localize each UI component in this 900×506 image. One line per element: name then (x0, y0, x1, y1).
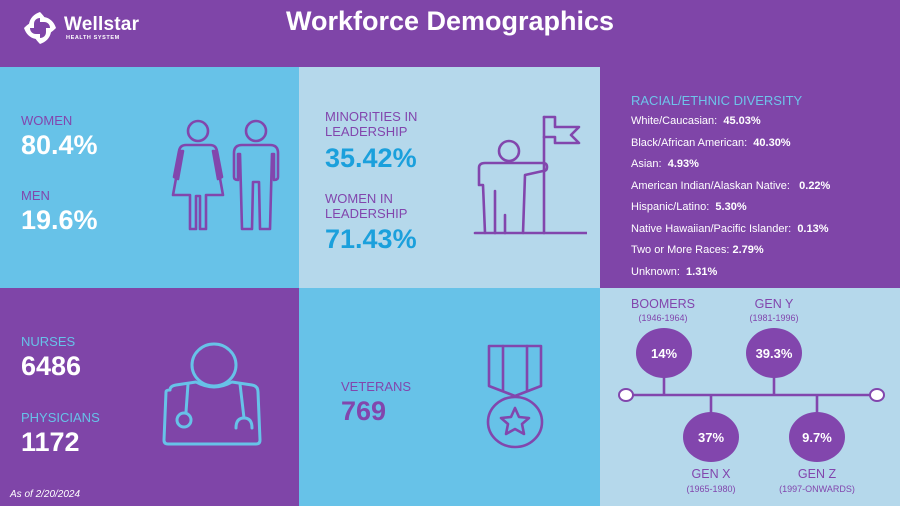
gen-z-name: GEN Z (797, 467, 837, 481)
gen-y-bubble: 39.3% (746, 328, 802, 378)
logo-subtitle: HEALTH SYSTEM (66, 35, 120, 41)
gen-z-range: (1997-ONWARDS) (779, 484, 855, 494)
leadership-tile: MINORITIES IN LEADERSHIP 35.42% WOMEN IN… (299, 67, 600, 288)
diversity-item: Hispanic/Latino: 5.30% (631, 201, 747, 213)
diversity-list: White/Caucasian: 45.03% Black/African Am… (631, 114, 830, 286)
gen-y-range: (1981-1996) (749, 313, 799, 323)
gen-boomers-range: (1946-1964) (638, 313, 688, 323)
minorities-leadership-label-1: MINORITIES IN (325, 109, 418, 124)
men-value: 19.6% (21, 205, 98, 235)
diversity-item: Black/African American: 40.30% (631, 136, 791, 149)
gen-x-name: GEN X (691, 467, 731, 481)
minorities-leadership-value: 35.42% (325, 143, 417, 173)
gen-z-bubble: 9.7% (789, 412, 845, 462)
as-of-date: As of 2/20/2024 (10, 489, 81, 500)
gen-boomers-bubble: 14% (636, 328, 692, 378)
wellstar-logo: Wellstar HEALTH SYSTEM (22, 10, 139, 46)
logo-name: Wellstar (64, 14, 140, 35)
veterans-tile: VETERANS 769 (299, 288, 600, 506)
diversity-item: Native Hawaiian/Pacific Islander: 0.13% (631, 222, 829, 235)
gen-x-range: (1965-1980) (686, 484, 736, 494)
gen-y-name: GEN Y (754, 297, 794, 311)
gen-boomers-name: BOOMERS (631, 297, 695, 311)
doctor-stethoscope-icon (162, 342, 262, 446)
women-leadership-value: 71.43% (325, 224, 417, 254)
veterans-label: VETERANS (341, 379, 412, 394)
diversity-item: White/Caucasian: 45.03% (631, 115, 761, 127)
generation-timeline (618, 376, 885, 414)
veterans-value: 769 (341, 396, 387, 426)
leader-flag-icon (473, 115, 587, 235)
gen-x-bubble: 37% (683, 412, 739, 462)
diversity-tile: RACIAL/ETHNIC DIVERSITY White/Caucasian:… (600, 67, 900, 288)
women-label: WOMEN (21, 113, 73, 128)
physicians-value: 1172 (21, 427, 80, 457)
women-value: 80.4% (21, 130, 98, 160)
wellstar-logo-icon (24, 12, 56, 44)
generations-tile: BOOMERS (1946-1964) 14% GEN Y (1981-1996… (600, 288, 900, 506)
page-title: Workforce Demographics (285, 6, 615, 36)
physicians-label: PHYSICIANS (21, 410, 100, 425)
header: Wellstar HEALTH SYSTEM Workforce Demogra… (0, 0, 900, 67)
minorities-leadership-label-2: LEADERSHIP (325, 124, 408, 139)
diversity-item: Unknown: 1.31% (631, 265, 718, 278)
gender-tile: WOMEN 80.4% MEN 19.6% (0, 67, 299, 288)
men-label: MEN (21, 188, 50, 203)
women-leadership-label-1: WOMEN IN (325, 191, 393, 206)
diversity-item: Two or More Races: 2.79% (631, 244, 764, 256)
women-leadership-label-2: LEADERSHIP (325, 206, 408, 221)
nurses-value: 6486 (21, 351, 82, 381)
women-men-icon (171, 119, 280, 231)
diversity-title: RACIAL/ETHNIC DIVERSITY (631, 93, 803, 108)
nurses-label: NURSES (21, 334, 76, 349)
staff-tile: NURSES 6486 PHYSICIANS 1172 As of 2/20/2… (0, 288, 299, 506)
diversity-item: Asian: 4.93% (631, 158, 699, 170)
diversity-item: American Indian/Alaskan Native: 0.22% (631, 179, 831, 192)
medal-icon (486, 344, 544, 449)
